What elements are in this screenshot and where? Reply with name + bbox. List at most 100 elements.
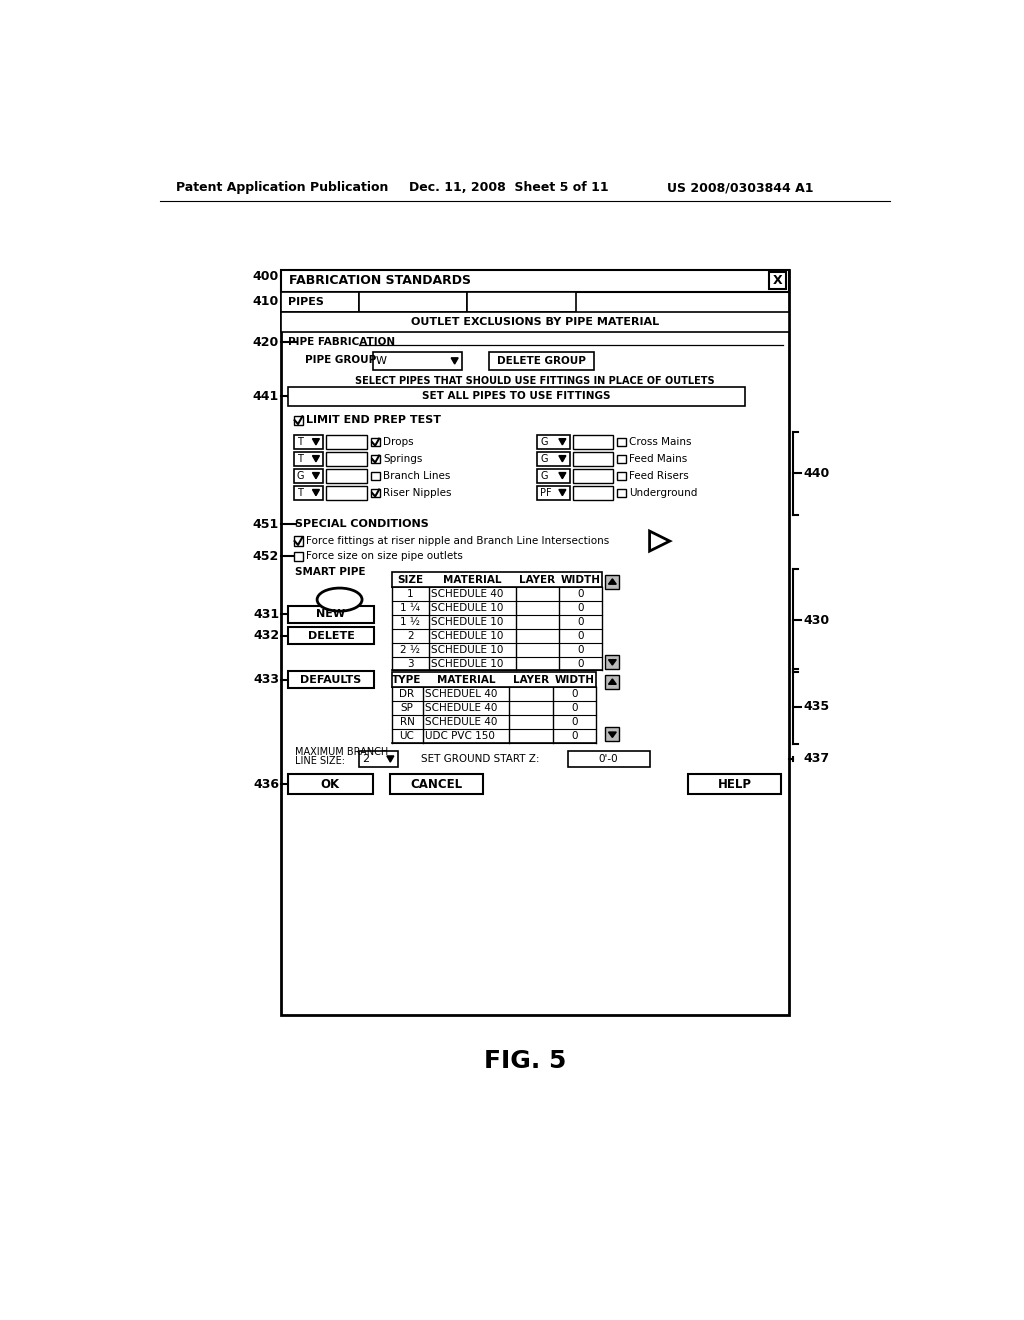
Text: FABRICATION STANDARDS: FABRICATION STANDARDS (289, 275, 471, 288)
Text: PIPE GROUP: PIPE GROUP (305, 355, 376, 366)
Text: Riser Nipples: Riser Nipples (383, 487, 452, 498)
Polygon shape (559, 455, 566, 462)
Bar (572, 434, 613, 449)
Bar (327, 451, 367, 466)
Text: 0: 0 (578, 659, 584, 668)
Text: RN: RN (399, 717, 415, 727)
Text: Dec. 11, 2008  Sheet 5 of 11: Dec. 11, 2008 Sheet 5 of 11 (409, 181, 608, 194)
Text: UDC PVC 150: UDC PVC 150 (425, 731, 495, 741)
Text: PF: PF (541, 487, 552, 498)
Polygon shape (312, 473, 319, 479)
Polygon shape (608, 579, 616, 585)
Bar (288, 775, 373, 795)
Text: SET GROUND START Z:: SET GROUND START Z: (421, 754, 540, 764)
Text: 0: 0 (578, 644, 584, 655)
Text: Springs: Springs (383, 454, 422, 463)
Polygon shape (608, 660, 616, 665)
Text: SPECIAL CONDITIONS: SPECIAL CONDITIONS (295, 519, 429, 529)
Text: 1: 1 (407, 589, 414, 599)
Text: 1 ¼: 1 ¼ (400, 603, 420, 612)
Bar (688, 775, 781, 795)
Text: 452: 452 (253, 550, 280, 564)
Polygon shape (608, 678, 616, 684)
Text: 1 ½: 1 ½ (400, 616, 420, 627)
Text: 0: 0 (578, 589, 584, 599)
Bar (372, 471, 380, 480)
Bar (538, 451, 569, 466)
Text: WIDTH: WIDTH (554, 675, 594, 685)
Text: MATERIAL: MATERIAL (436, 675, 496, 685)
Text: 430: 430 (804, 614, 829, 627)
Bar (373, 351, 462, 370)
Text: 0: 0 (571, 731, 578, 741)
Polygon shape (649, 531, 670, 552)
Bar (572, 469, 613, 483)
Bar (282, 271, 790, 1015)
Text: 410: 410 (253, 296, 280, 308)
Text: 420: 420 (253, 335, 280, 348)
Bar (538, 486, 569, 499)
Text: 400: 400 (253, 269, 280, 282)
Text: G: G (297, 471, 304, 480)
Text: 0: 0 (578, 631, 584, 640)
Text: SMART PIPE: SMART PIPE (295, 566, 366, 577)
Text: 0: 0 (578, 603, 584, 612)
Text: 2 ½: 2 ½ (400, 644, 420, 655)
Bar (372, 455, 380, 463)
Text: SCHEDULE 40: SCHEDULE 40 (431, 589, 504, 599)
Text: 441: 441 (253, 389, 280, 403)
Text: LAYER: LAYER (513, 675, 549, 685)
Bar (617, 488, 626, 498)
Text: FIG. 5: FIG. 5 (483, 1049, 566, 1073)
Text: CANCEL: CANCEL (411, 777, 463, 791)
Text: G: G (541, 471, 548, 480)
Polygon shape (452, 358, 458, 364)
Bar (391, 572, 602, 587)
Bar (288, 606, 375, 623)
Text: X: X (773, 275, 782, 288)
Text: LAYER: LAYER (519, 574, 555, 585)
Bar (372, 488, 380, 498)
Bar (359, 292, 467, 312)
Text: G: G (541, 454, 548, 463)
Polygon shape (312, 490, 319, 496)
Bar (288, 627, 375, 644)
Text: HELP: HELP (718, 777, 752, 791)
Text: 432: 432 (253, 630, 280, 643)
Text: SIZE: SIZE (397, 574, 423, 585)
Polygon shape (559, 473, 566, 479)
Text: SELECT PIPES THAT SHOULD USE FITTINGS IN PLACE OF OUTLETS: SELECT PIPES THAT SHOULD USE FITTINGS IN… (355, 376, 715, 385)
Bar (372, 438, 380, 446)
Bar (605, 675, 620, 689)
Text: Underground: Underground (629, 487, 697, 498)
Text: MATERIAL: MATERIAL (442, 574, 502, 585)
Text: 0'-0: 0'-0 (599, 754, 618, 764)
Text: Cross Mains: Cross Mains (629, 437, 691, 446)
Bar (538, 469, 569, 483)
Text: 0: 0 (571, 717, 578, 727)
Bar (294, 486, 324, 499)
Text: NEW: NEW (316, 610, 346, 619)
Ellipse shape (317, 589, 362, 611)
Text: Patent Application Publication: Patent Application Publication (176, 181, 388, 194)
Bar (617, 471, 626, 480)
Text: 433: 433 (253, 673, 280, 686)
Text: Branch Lines: Branch Lines (383, 471, 451, 480)
Polygon shape (387, 756, 394, 762)
Text: 431: 431 (253, 607, 280, 620)
Bar (390, 775, 483, 795)
Text: DELETE GROUP: DELETE GROUP (497, 356, 586, 366)
Text: SCHEDUEL 40: SCHEDUEL 40 (425, 689, 498, 700)
Text: 435: 435 (804, 700, 829, 713)
Bar (294, 536, 303, 545)
Text: OUTLET EXCLUSIONS BY PIPE MATERIAL: OUTLET EXCLUSIONS BY PIPE MATERIAL (412, 317, 659, 326)
Bar (489, 351, 594, 370)
Text: 436: 436 (253, 777, 280, 791)
Bar (617, 438, 626, 446)
Text: T: T (297, 437, 303, 446)
Text: Force size on size pipe outlets: Force size on size pipe outlets (306, 552, 463, 561)
Bar (294, 416, 303, 425)
Bar (538, 434, 569, 449)
Bar (288, 671, 375, 688)
Text: LIMIT END PREP TEST: LIMIT END PREP TEST (306, 416, 441, 425)
